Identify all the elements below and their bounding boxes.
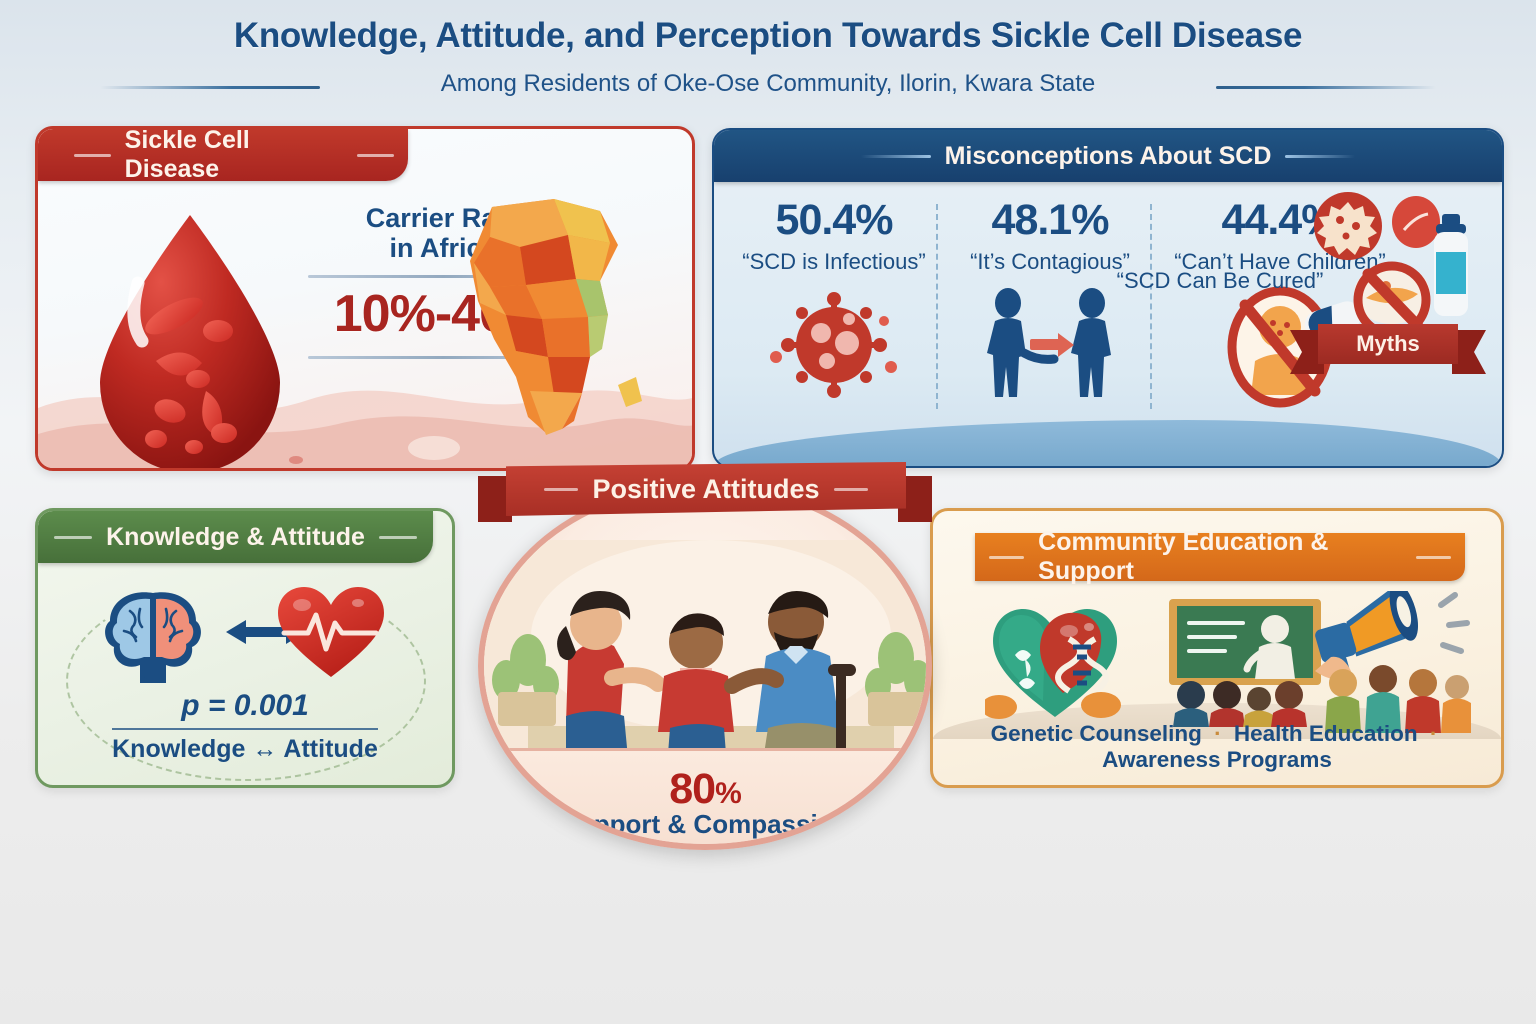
misconception-percent: 50.4% (775, 196, 894, 244)
dashed-arc-decoration (66, 581, 426, 781)
panel-knowledge-header: Knowledge & Attitude (38, 511, 433, 563)
chalkboard-teacher-icon (1165, 595, 1325, 727)
positive-attitudes-oval: 80% Support & Compassion (478, 482, 932, 850)
knowledge-rule (112, 728, 378, 730)
dna-strand (1055, 636, 1109, 694)
header-dash-icon (74, 153, 111, 157)
carrier-rule-top (308, 275, 578, 279)
column-divider (1150, 204, 1152, 409)
wave-decoration (714, 420, 1502, 466)
misconception-item: 44.4% “Can’t Have Children” (1162, 196, 1398, 416)
header-dash-icon (544, 487, 579, 491)
panel-community-header: Community Education & Support (975, 528, 1465, 585)
caption-item-health-education: Health Education (1233, 721, 1418, 746)
caption-item-genetic-counseling: Genetic Counseling (990, 721, 1202, 746)
panel-misconceptions: Misconceptions About SCD 50.4% “SCD is I… (712, 128, 1504, 468)
positive-percent-symbol: % (715, 777, 742, 810)
germ-icon (1317, 202, 1377, 255)
header-dash-icon (1415, 555, 1451, 559)
panel-knowledge-attitude: Knowledge & Attitude (35, 508, 455, 788)
panel-scd-header: Sickle Cell Disease (38, 126, 408, 183)
panel-misconceptions-header: Misconceptions About SCD (714, 130, 1502, 182)
caption-item-awareness-programs: Awareness Programs (1102, 747, 1332, 772)
panel-community-education: Community Education & Support (930, 508, 1504, 788)
misconception-item: 50.4% “SCD is Infectious” (736, 196, 932, 408)
two-people-transmission-icon (952, 287, 1148, 404)
megaphone-crowd-icon (1291, 582, 1473, 733)
heart-dna-icon (981, 597, 1131, 725)
virus-icon (736, 285, 932, 408)
misconception-label: “SCD is Infectious” (742, 249, 926, 274)
no-herbal-remedy-icon (1353, 261, 1431, 339)
positive-attitudes-ribbon: Positive Attitudes (506, 462, 906, 516)
scd-can-be-cured-label: “SCD Can Be Cured” (1116, 268, 1324, 293)
page-subtitle: Among Residents of Oke-Ose Community, Il… (440, 70, 1096, 97)
panel-scd-title: Sickle Cell Disease (124, 126, 250, 183)
positive-attitudes-title: Positive Attitudes (592, 473, 820, 504)
knowledge-attitude-caption: Knowledge ↔ Attitude (112, 735, 378, 763)
myths-ribbon: Myths (1318, 324, 1458, 364)
caption-separator: · (1429, 721, 1438, 746)
heart-pulse-icon (276, 585, 386, 681)
caption-separator: · (1214, 721, 1222, 746)
header-dash-icon (989, 555, 1025, 559)
red-blood-cell-icon (1392, 196, 1440, 248)
positive-attitudes-band: 80% Support & Compassion (484, 748, 926, 844)
africa-map-icon (450, 189, 660, 454)
panel-positive-attitudes: 80% Support & Compassion Positive Attitu… (470, 462, 940, 860)
header-dash-icon (54, 535, 93, 539)
page-title: Knowledge, Attitude, and Perception Towa… (233, 16, 1303, 55)
brain-icon (100, 587, 206, 683)
misconception-label: “It’s Contagious” (970, 249, 1130, 274)
community-caption: Genetic Counseling · Health Education · … (933, 721, 1501, 773)
header-dash-icon (860, 154, 931, 158)
misconception-percent: 48.1% (991, 196, 1110, 244)
panel-community-title: Community Education & Support (1038, 528, 1329, 585)
column-divider (936, 204, 938, 409)
no-baby-icon (1162, 281, 1398, 416)
positive-attitudes-subtitle: Support & Compassion (560, 809, 850, 839)
positive-attitudes-percent: 80% (484, 765, 926, 814)
misconception-item: 48.1% “It’s Contagious” (952, 196, 1148, 404)
header-dash-icon (1285, 154, 1356, 158)
panel-sickle-cell-disease: Sickle Cell Disease (35, 126, 695, 471)
panel-knowledge-title: Knowledge & Attitude (106, 522, 365, 551)
header-dash-icon (833, 487, 868, 491)
subtitle-rule-left (100, 86, 320, 89)
family-illustration (484, 540, 926, 770)
subtitle-rule-right (1216, 86, 1436, 89)
blood-drop-icon (98, 211, 283, 468)
carrier-rule-bottom (308, 356, 578, 360)
header-dash-icon (357, 153, 394, 157)
panel-misconceptions-title: Misconceptions About SCD (944, 141, 1272, 170)
bottle-icon (1434, 214, 1468, 316)
p-value: p = 0.001 (181, 689, 309, 722)
positive-percent-number: 80 (669, 765, 716, 813)
page-header: Knowledge, Attitude, and Perception Towa… (0, 0, 1536, 118)
header-dash-icon (378, 535, 417, 539)
